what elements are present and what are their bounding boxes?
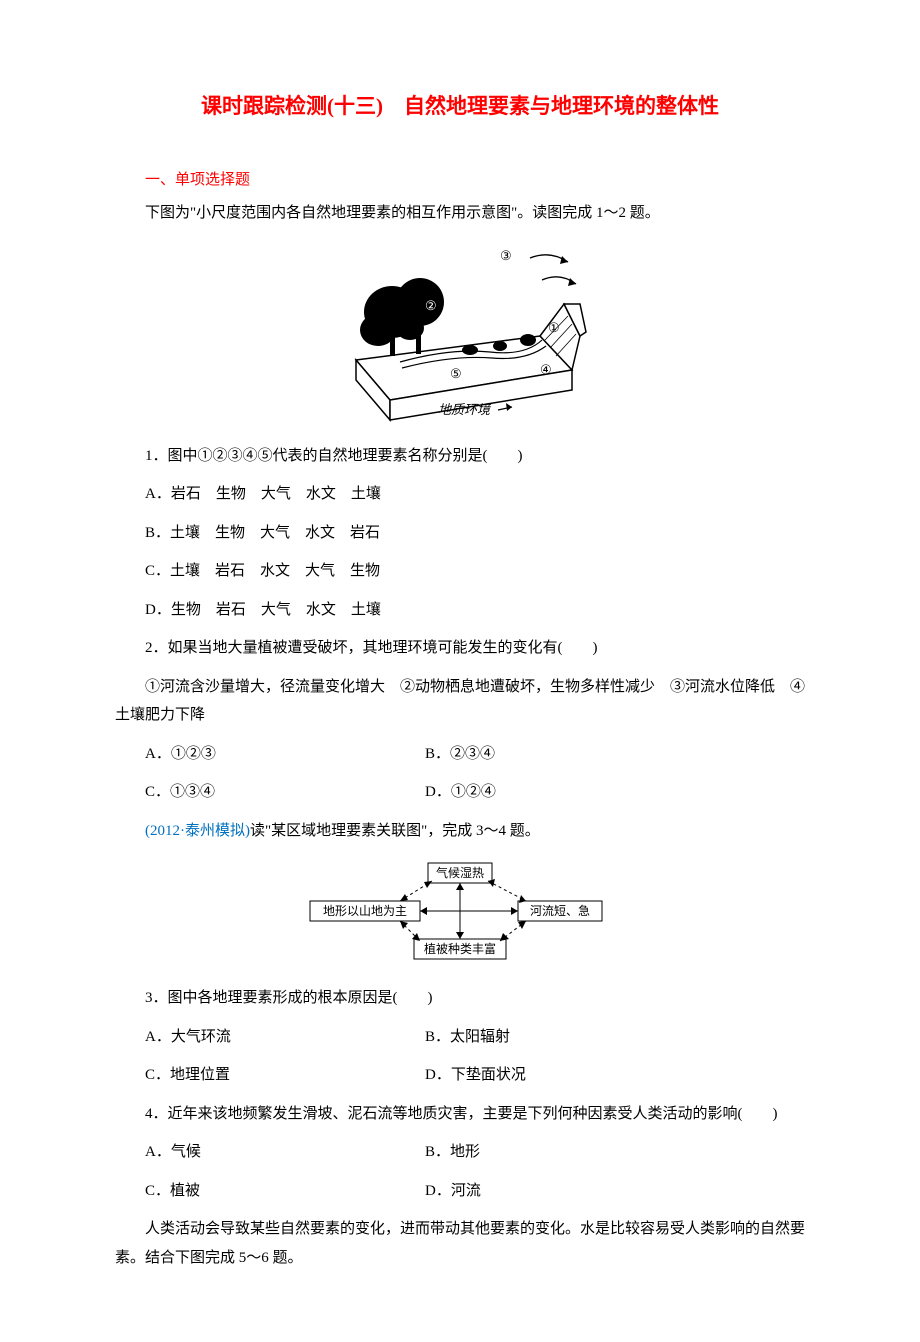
source-2: (2012·泰州模拟) xyxy=(145,823,250,839)
arrowhead xyxy=(420,907,427,915)
box-bottom-label: 植被种类丰富 xyxy=(424,941,496,956)
q4-opts-row2: C．植被 D．河流 xyxy=(115,1177,805,1206)
box-right-label: 河流短、急 xyxy=(530,903,590,918)
page-title: 课时跟踪检测(十三) 自然地理要素与地理环境的整体性 xyxy=(115,90,805,120)
bush xyxy=(520,334,536,346)
q2-opt-b: B．②③④ xyxy=(395,740,495,769)
figure-1: ① ② ③ ④ ⑤ 地质环境 xyxy=(115,240,805,430)
q4-opt-b: B．地形 xyxy=(395,1138,480,1167)
svg-text:③: ③ xyxy=(500,248,512,263)
svg-text:④: ④ xyxy=(540,362,552,377)
arrowhead xyxy=(518,921,526,929)
q3-stem-text: 3．图中各地理要素形成的根本原因是( ) xyxy=(145,990,433,1006)
intro-1: 下图为"小尺度范围内各自然地理要素的相互作用示意图"。读图完成 1～2 题。 xyxy=(115,199,805,228)
q2-body-text: ①河流含沙量增大，径流量变化增大 ②动物栖息地遭破坏，生物多样性减少 ③河流水位… xyxy=(115,679,805,724)
figure-2: 气候湿热 地形以山地为主 河流短、急 植被种类丰富 xyxy=(115,857,805,972)
svg-text:⑤: ⑤ xyxy=(450,366,462,381)
arrowhead xyxy=(500,933,509,941)
title-text: 课时跟踪检测(十三) 自然地理要素与地理环境的整体性 xyxy=(201,94,719,118)
q4-opt-c: C．植被 xyxy=(115,1177,395,1206)
q3-stem: 3．图中各地理要素形成的根本原因是( ) xyxy=(115,984,805,1013)
intro-3: 人类活动会导致某些自然要素的变化，进而带动其他要素的变化。水是比较容易受人类影响… xyxy=(115,1215,805,1272)
q4-opt-d: D．河流 xyxy=(395,1177,481,1206)
arrowhead xyxy=(424,881,432,888)
caption-arrowhead xyxy=(506,403,512,411)
marker-2: ② xyxy=(425,298,437,313)
q3-opts-row1: A．大气环流 B．太阳辐射 xyxy=(115,1023,805,1052)
figure-1-caption: 地质环境 xyxy=(438,402,492,417)
q2-opts-row1: A．①②③ B．②③④ xyxy=(115,740,805,769)
q2-stem-text: 2．如果当地大量植被遭受破坏，其地理环境可能发生的变化有( ) xyxy=(145,640,598,656)
q4-opt-a: A．气候 xyxy=(115,1138,395,1167)
intro-1-text: 下图为"小尺度范围内各自然地理要素的相互作用示意图"。读图完成 1～2 题。 xyxy=(145,205,660,221)
trees xyxy=(360,278,444,356)
figure-2-svg: 气候湿热 地形以山地为主 河流短、急 植被种类丰富 xyxy=(300,857,620,967)
q1-stem-text: 1．图中①②③④⑤代表的自然地理要素名称分别是( ) xyxy=(145,448,523,464)
bush xyxy=(462,345,478,355)
q2-opt-a: A．①②③ xyxy=(115,740,395,769)
q1-opt-c: C．土壤 岩石 水文 大气 生物 xyxy=(115,557,805,586)
q1-opt-d: D．生物 岩石 大气 水文 土壤 xyxy=(115,596,805,625)
marker-4: ④ xyxy=(540,362,552,377)
q2-body: ①河流含沙量增大，径流量变化增大 ②动物栖息地遭破坏，生物多样性减少 ③河流水位… xyxy=(115,673,805,730)
q3-opt-b: B．太阳辐射 xyxy=(395,1023,510,1052)
section-1-heading: 一、单项选择题 xyxy=(115,168,805,189)
arrowhead xyxy=(456,883,464,890)
intro-2-text: 读"某区域地理要素关联图"，完成 3～4 题。 xyxy=(250,823,540,839)
q2-stem: 2．如果当地大量植被遭受破坏，其地理环境可能发生的变化有( ) xyxy=(115,634,805,663)
air-arrowhead xyxy=(560,256,568,264)
intro-3-text: 人类活动会导致某些自然要素的变化，进而带动其他要素的变化。水是比较容易受人类影响… xyxy=(115,1221,805,1266)
bush xyxy=(493,341,507,351)
q2-opt-d: D．①②④ xyxy=(395,778,496,807)
intro-2: (2012·泰州模拟)读"某区域地理要素关联图"，完成 3～4 题。 xyxy=(115,817,805,846)
box-top-label: 气候湿热 xyxy=(436,865,484,880)
arrowhead xyxy=(511,907,518,915)
q4-opts-row1: A．气候 B．地形 xyxy=(115,1138,805,1167)
q1-opt-a: A．岩石 生物 大气 水文 土壤 xyxy=(115,480,805,509)
q3-opt-d: D．下垫面状况 xyxy=(395,1061,526,1090)
box-left-label: 地形以山地为主 xyxy=(323,904,407,918)
q3-opt-c: C．地理位置 xyxy=(115,1061,395,1090)
q4-stem-text: 4．近年来该地频繁发生滑坡、泥石流等地质灾害，主要是下列何种因素受人类活动的影响… xyxy=(145,1106,778,1122)
marker-5: ⑤ xyxy=(450,366,462,381)
q2-opt-c: C．①③④ xyxy=(115,778,395,807)
arrowhead xyxy=(400,921,408,929)
arrowhead xyxy=(456,932,464,939)
arrowhead xyxy=(400,894,408,901)
figure-1-svg: ① ② ③ ④ ⑤ 地质环境 xyxy=(330,240,590,425)
q3-opt-a: A．大气环流 xyxy=(115,1023,395,1052)
marker-1: ① xyxy=(548,320,560,335)
svg-text:②: ② xyxy=(425,298,437,313)
q2-opts-row2: C．①③④ D．①②④ xyxy=(115,778,805,807)
q3-opts-row2: C．地理位置 D．下垫面状况 xyxy=(115,1061,805,1090)
marker-3: ③ xyxy=(500,248,512,263)
q1-stem: 1．图中①②③④⑤代表的自然地理要素名称分别是( ) xyxy=(115,442,805,471)
section-1-text: 一、单项选择题 xyxy=(145,172,250,188)
q1-opt-b: B．土壤 生物 大气 水文 岩石 xyxy=(115,519,805,548)
q4-stem: 4．近年来该地频繁发生滑坡、泥石流等地质灾害，主要是下列何种因素受人类活动的影响… xyxy=(115,1100,805,1129)
svg-text:①: ① xyxy=(548,320,560,335)
